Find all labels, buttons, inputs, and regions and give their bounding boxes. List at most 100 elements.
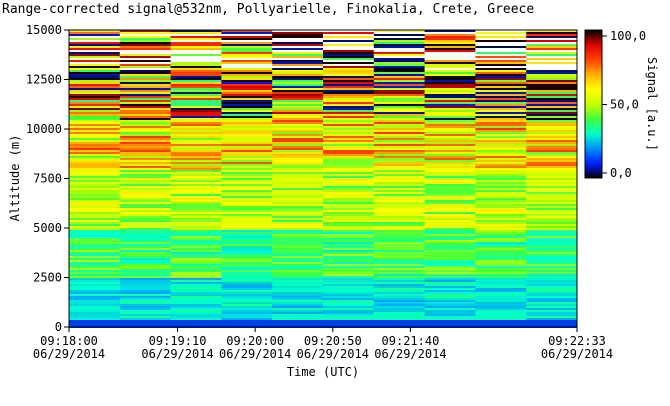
heatmap-cell bbox=[272, 162, 324, 164]
heatmap-cell bbox=[526, 316, 578, 318]
heatmap-cell bbox=[272, 90, 324, 92]
heatmap-cell bbox=[170, 298, 222, 300]
heatmap-cell bbox=[69, 118, 121, 120]
heatmap-cell bbox=[170, 118, 222, 120]
heatmap-cell bbox=[69, 196, 121, 198]
heatmap-cell bbox=[323, 34, 375, 36]
colorbar-tick-label: 0,0 bbox=[610, 166, 632, 180]
heatmap-cell bbox=[69, 226, 121, 228]
heatmap-cell bbox=[221, 248, 273, 250]
heatmap-cell bbox=[475, 254, 527, 256]
heatmap-cell bbox=[170, 136, 222, 138]
x-tick-time: 09:18:00 bbox=[40, 334, 98, 348]
heatmap-cell bbox=[119, 50, 172, 52]
heatmap-cell bbox=[373, 264, 426, 266]
y-tick-label: 7500 bbox=[33, 172, 62, 186]
heatmap-cell bbox=[170, 36, 222, 38]
heatmap-cell bbox=[424, 62, 476, 64]
heatmap-cell bbox=[119, 86, 172, 88]
heatmap-cell bbox=[119, 174, 172, 176]
heatmap-cell bbox=[475, 140, 527, 142]
heatmap-cell bbox=[221, 80, 273, 82]
heatmap-cell bbox=[69, 116, 121, 118]
heatmap-cell bbox=[424, 148, 476, 150]
heatmap-cell bbox=[272, 158, 324, 160]
heatmap-cell bbox=[323, 98, 375, 100]
heatmap-cell bbox=[272, 40, 324, 42]
heatmap-cell bbox=[424, 136, 476, 138]
heatmap-cell bbox=[170, 178, 222, 180]
heatmap-cell bbox=[526, 284, 578, 286]
heatmap-cell bbox=[221, 112, 273, 114]
heatmap-cell bbox=[323, 222, 375, 224]
heatmap-cell bbox=[373, 224, 426, 226]
heatmap-cell bbox=[272, 306, 324, 308]
heatmap-cell bbox=[170, 190, 222, 192]
heatmap-cell bbox=[323, 64, 375, 66]
heatmap-cell bbox=[221, 128, 273, 130]
heatmap-cell bbox=[526, 188, 578, 190]
heatmap-cell bbox=[323, 276, 375, 278]
heatmap-cell bbox=[170, 78, 222, 80]
heatmap-cell bbox=[221, 44, 273, 46]
heatmap-cell bbox=[221, 222, 273, 224]
heatmap-cell bbox=[424, 90, 476, 92]
heatmap-cell bbox=[526, 120, 578, 122]
heatmap-cell bbox=[323, 168, 375, 170]
heatmap-cell bbox=[323, 38, 375, 40]
heatmap-cell bbox=[373, 142, 426, 144]
heatmap-cell bbox=[373, 300, 426, 302]
heatmap-cell bbox=[526, 52, 578, 54]
heatmap-cell bbox=[69, 182, 121, 184]
heatmap-cell bbox=[272, 184, 324, 186]
heatmap-cell bbox=[424, 124, 476, 126]
heatmap-cell bbox=[221, 188, 273, 190]
heatmap-cell bbox=[323, 110, 375, 112]
heatmap-cell bbox=[69, 86, 121, 88]
heatmap-cell bbox=[373, 54, 426, 56]
heatmap-cell bbox=[526, 156, 578, 158]
heatmap-cell bbox=[373, 272, 426, 274]
heatmap-cell bbox=[475, 34, 527, 36]
heatmap-cell bbox=[221, 228, 273, 230]
heatmap-cell bbox=[272, 112, 324, 114]
heatmap-cell bbox=[424, 220, 476, 222]
heatmap-cell bbox=[475, 46, 527, 48]
heatmap-cell bbox=[170, 90, 222, 92]
heatmap-cell bbox=[475, 304, 527, 306]
heatmap-cell bbox=[526, 236, 578, 238]
heatmap-cell bbox=[170, 158, 222, 160]
heatmap-cell bbox=[119, 302, 172, 304]
heatmap-cell bbox=[526, 114, 578, 116]
heatmap-cell bbox=[526, 174, 578, 176]
heatmap-cell bbox=[475, 160, 527, 162]
heatmap-cell bbox=[526, 274, 578, 276]
heatmap-cell bbox=[272, 292, 324, 294]
heatmap-cell bbox=[272, 146, 324, 148]
heatmap-cell bbox=[170, 152, 222, 154]
heatmap-cell bbox=[272, 132, 324, 134]
heatmap-cell bbox=[170, 222, 222, 224]
heatmap-cell bbox=[424, 272, 476, 274]
heatmap-cell bbox=[526, 294, 578, 296]
heatmap-cell bbox=[526, 314, 578, 316]
heatmap-cell bbox=[69, 190, 121, 192]
heatmap-cell bbox=[424, 178, 476, 180]
heatmap-cell bbox=[424, 110, 476, 112]
heatmap-cell bbox=[373, 230, 426, 232]
heatmap-cell bbox=[221, 70, 273, 72]
heatmap-cell bbox=[272, 304, 324, 306]
heatmap-cell bbox=[69, 70, 121, 72]
heatmap-cell bbox=[69, 54, 121, 56]
heatmap-cell bbox=[221, 164, 273, 166]
heatmap-cell bbox=[526, 172, 578, 174]
heatmap-cell bbox=[424, 76, 476, 78]
heatmap-cell bbox=[373, 286, 426, 288]
heatmap-cell bbox=[475, 112, 527, 114]
heatmap-cell bbox=[475, 120, 527, 122]
heatmap-cell bbox=[475, 174, 527, 176]
heatmap-cell bbox=[221, 264, 273, 266]
heatmap-cell bbox=[323, 304, 375, 306]
heatmap-cell bbox=[272, 212, 324, 214]
heatmap-cell bbox=[424, 112, 476, 114]
